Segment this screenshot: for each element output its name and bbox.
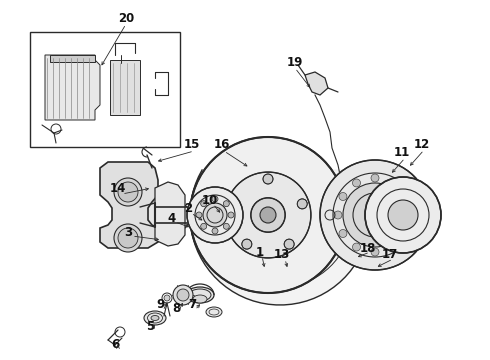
Circle shape <box>371 248 379 256</box>
Circle shape <box>334 211 342 219</box>
Text: 20: 20 <box>118 12 134 24</box>
Polygon shape <box>305 72 328 95</box>
Circle shape <box>212 228 218 234</box>
Text: 10: 10 <box>202 194 218 207</box>
Text: 1: 1 <box>256 246 264 258</box>
Circle shape <box>201 223 207 229</box>
Circle shape <box>229 199 239 209</box>
Circle shape <box>114 224 142 252</box>
Ellipse shape <box>144 311 166 325</box>
Circle shape <box>352 243 361 251</box>
Text: 7: 7 <box>188 298 196 311</box>
Circle shape <box>390 243 397 251</box>
Polygon shape <box>190 170 370 305</box>
Text: 2: 2 <box>184 202 192 215</box>
Text: 18: 18 <box>360 242 376 255</box>
Circle shape <box>203 203 227 227</box>
Circle shape <box>114 178 142 206</box>
Text: 8: 8 <box>172 302 180 315</box>
Text: 12: 12 <box>414 138 430 150</box>
Text: 6: 6 <box>111 338 119 351</box>
Circle shape <box>177 289 189 301</box>
Circle shape <box>201 201 207 207</box>
Circle shape <box>212 196 218 202</box>
Circle shape <box>260 207 276 223</box>
Text: 17: 17 <box>382 248 398 261</box>
Circle shape <box>242 239 252 249</box>
Polygon shape <box>110 60 140 115</box>
Circle shape <box>284 239 294 249</box>
Text: 9: 9 <box>156 298 164 311</box>
Polygon shape <box>170 200 195 230</box>
Ellipse shape <box>206 307 222 317</box>
Circle shape <box>223 201 229 207</box>
Circle shape <box>352 179 361 187</box>
Circle shape <box>403 230 411 238</box>
Text: 14: 14 <box>110 181 126 194</box>
Polygon shape <box>132 190 175 240</box>
Circle shape <box>297 199 307 209</box>
Circle shape <box>118 182 138 202</box>
Circle shape <box>225 172 311 258</box>
Circle shape <box>118 228 138 248</box>
Ellipse shape <box>151 315 159 320</box>
Bar <box>30 32 180 147</box>
Circle shape <box>339 193 347 201</box>
Circle shape <box>320 160 430 270</box>
Circle shape <box>228 212 234 218</box>
Circle shape <box>343 183 407 247</box>
Text: 5: 5 <box>146 320 154 333</box>
Circle shape <box>164 295 170 301</box>
Circle shape <box>223 223 229 229</box>
Text: 3: 3 <box>124 225 132 238</box>
Ellipse shape <box>186 287 214 303</box>
Polygon shape <box>50 55 95 62</box>
Circle shape <box>251 198 285 232</box>
Circle shape <box>408 211 416 219</box>
Circle shape <box>371 174 379 182</box>
Circle shape <box>190 137 346 293</box>
Circle shape <box>187 187 243 243</box>
Text: 16: 16 <box>214 139 230 152</box>
Polygon shape <box>45 55 100 120</box>
Circle shape <box>173 285 193 305</box>
Circle shape <box>390 179 397 187</box>
Polygon shape <box>100 162 158 248</box>
Text: 19: 19 <box>287 55 303 68</box>
Circle shape <box>263 174 273 184</box>
Circle shape <box>196 212 202 218</box>
Circle shape <box>388 200 418 230</box>
Polygon shape <box>155 182 185 246</box>
Ellipse shape <box>193 295 207 303</box>
Circle shape <box>339 230 347 238</box>
Text: 15: 15 <box>184 139 200 152</box>
Circle shape <box>403 193 411 201</box>
Text: 4: 4 <box>168 211 176 225</box>
Text: 11: 11 <box>394 145 410 158</box>
Circle shape <box>365 177 441 253</box>
Text: 13: 13 <box>274 248 290 261</box>
